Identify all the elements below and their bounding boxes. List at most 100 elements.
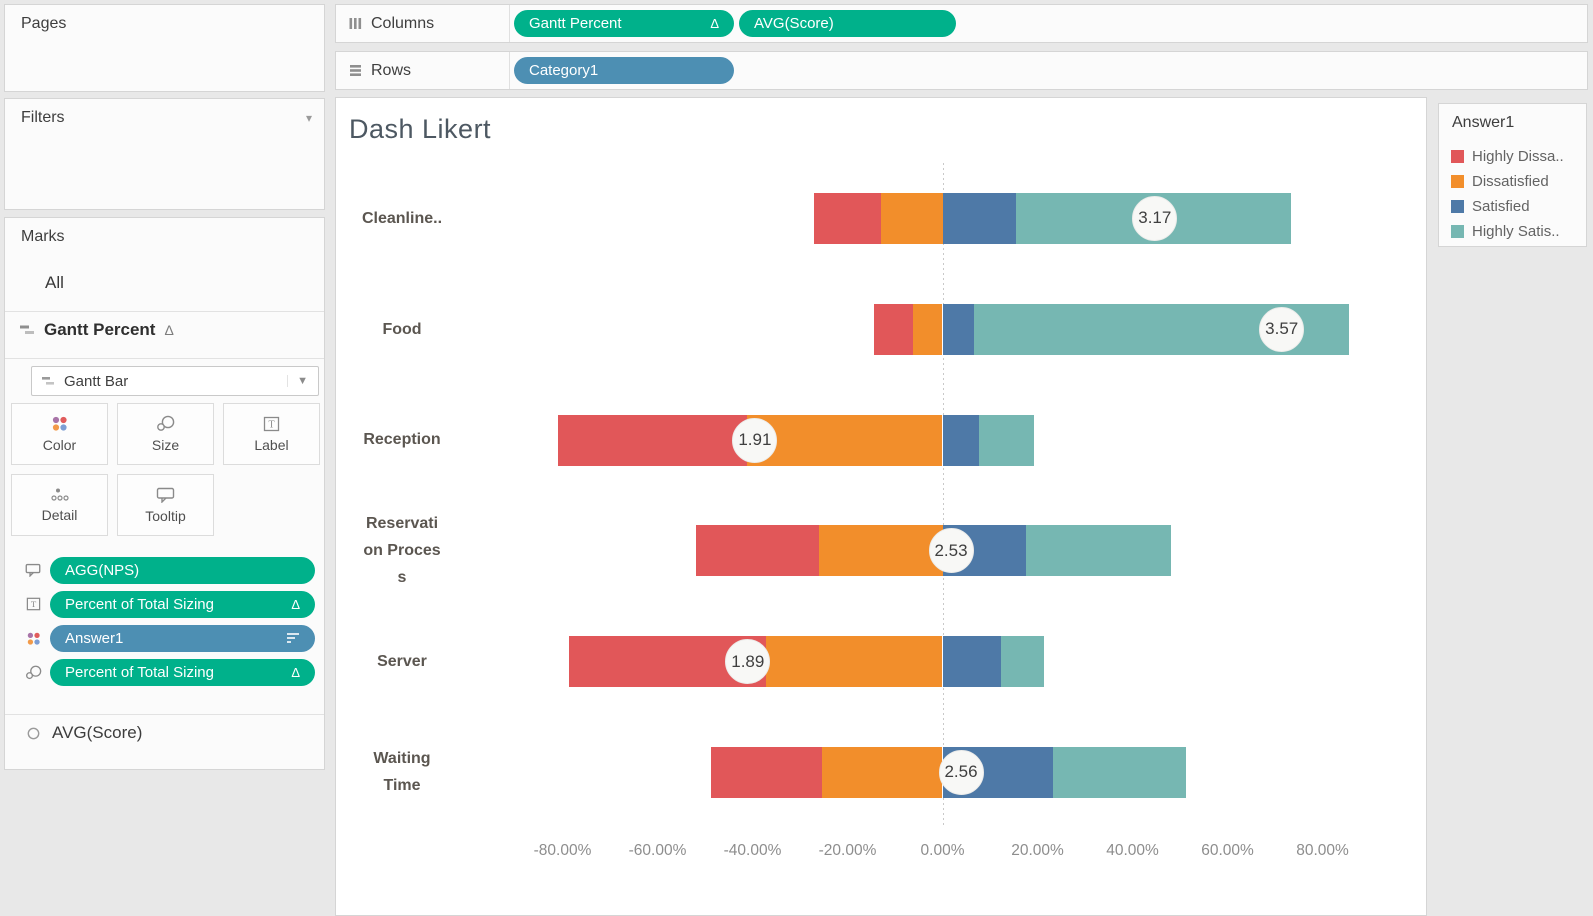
color-icon	[51, 415, 68, 432]
bar-highly-satisfied[interactable]	[1000, 636, 1045, 688]
tooltip-icon	[23, 563, 43, 577]
category-label[interactable]: Reception	[363, 431, 441, 449]
score-circle[interactable]: 1.89	[725, 639, 771, 685]
rows-shelf[interactable]: Rows Category1	[335, 51, 1588, 90]
marks-card-header-gantt-percent[interactable]: Gantt Percent Δ	[20, 320, 174, 340]
pill-gantt-percent[interactable]: Gantt Percent Δ	[514, 10, 734, 37]
legend-label: Highly Dissa..	[1472, 148, 1564, 165]
mark-type-value: Gantt Bar	[64, 372, 129, 390]
size-icon	[156, 415, 175, 432]
bar-highly-satisfied[interactable]	[1025, 525, 1171, 577]
color-legend[interactable]: Answer1 Highly Dissa.. Dissatisfied Sati…	[1438, 103, 1587, 247]
legend-item[interactable]: Satisfied	[1451, 198, 1530, 215]
columns-shelf[interactable]: Columns Gantt Percent Δ AVG(Score)	[335, 4, 1588, 43]
label-button-label: Label	[254, 436, 289, 453]
bar-satisfied[interactable]	[942, 303, 975, 355]
marks-pill-row: AGG(NPS)	[23, 556, 315, 584]
divider	[5, 311, 324, 312]
category-label[interactable]: Food	[382, 320, 422, 338]
pill-label: Percent of Total Sizing	[65, 595, 214, 613]
score-circle[interactable]: 2.56	[938, 749, 984, 795]
bar-highly-satisfied[interactable]	[978, 414, 1034, 466]
bar-dissatisfied[interactable]	[912, 303, 943, 355]
legend-label: Satisfied	[1472, 198, 1530, 215]
color-button-label: Color	[42, 437, 77, 453]
category-label[interactable]: Cleanline..	[361, 209, 443, 227]
marks-tab-all[interactable]: All	[45, 273, 64, 292]
label-button[interactable]: T Label	[223, 403, 320, 465]
filters-dropdown-icon[interactable]: ▾	[305, 111, 312, 125]
category-label[interactable]: Waiting Time	[373, 750, 431, 795]
label-icon: T	[23, 597, 43, 611]
bar-dissatisfied[interactable]	[765, 636, 943, 688]
pages-shelf[interactable]: Pages	[4, 4, 325, 92]
filters-shelf[interactable]: Filters ▾	[4, 98, 325, 210]
pill-percent-of-total-sizing-size[interactable]: Percent of Total Sizing Δ	[50, 658, 315, 686]
x-axis-tick-label: 20.00%	[1011, 842, 1064, 859]
bar-highly-dissatisfied[interactable]	[710, 746, 823, 798]
pill-label: Category1	[529, 62, 599, 79]
legend-item[interactable]: Highly Dissa..	[1451, 148, 1564, 165]
bar-highly-dissatisfied[interactable]	[696, 525, 819, 577]
svg-text:T: T	[268, 419, 274, 430]
bar-satisfied[interactable]	[942, 192, 1017, 244]
pill-percent-of-total-sizing-label[interactable]: Percent of Total Sizing Δ	[50, 590, 315, 618]
legend-swatch	[1451, 225, 1464, 238]
divider	[509, 5, 510, 42]
bar-dissatisfied[interactable]	[880, 192, 943, 244]
bar-highly-dissatisfied[interactable]	[557, 414, 748, 466]
rows-icon	[349, 64, 362, 77]
color-button[interactable]: Color	[11, 403, 108, 465]
bar-highly-dissatisfied[interactable]	[874, 303, 913, 355]
bar-dissatisfied[interactable]	[822, 746, 943, 798]
bar-satisfied[interactable]	[942, 636, 1001, 688]
chevron-down-icon[interactable]: ▼	[287, 375, 308, 387]
legend-title: Answer1	[1452, 114, 1515, 131]
gantt-mark-icon	[42, 376, 55, 386]
legend-swatch	[1451, 150, 1464, 163]
x-axis-tick-label: 60.00%	[1201, 842, 1254, 859]
bar-dissatisfied[interactable]	[819, 525, 943, 577]
size-button[interactable]: Size	[117, 403, 214, 465]
category-label[interactable]: Reservati on Proces s	[363, 515, 441, 587]
pill-label: AGG(NPS)	[65, 561, 140, 579]
score-circle[interactable]: 3.57	[1259, 306, 1305, 352]
score-circle[interactable]: 2.53	[928, 528, 974, 574]
delta-indicator: Δ	[164, 322, 174, 338]
score-circle[interactable]: 3.17	[1132, 195, 1178, 241]
pill-label: AVG(Score)	[754, 15, 834, 32]
sort-descending-icon[interactable]	[276, 632, 300, 644]
legend-item[interactable]: Dissatisfied	[1451, 173, 1549, 190]
chart-plot: Cleanline.. 3.17 Food 3.57 Reception 1.91 Rese…	[336, 98, 1426, 915]
marks-title: Marks	[21, 228, 65, 245]
pill-label: Percent of Total Sizing	[65, 663, 214, 681]
marks-header-label: Gantt Percent	[44, 320, 156, 339]
detail-button[interactable]: Detail	[11, 474, 108, 536]
pill-answer1[interactable]: Answer1	[50, 624, 315, 652]
detail-button-label: Detail	[41, 507, 78, 523]
bar-highly-satisfied[interactable]	[1052, 746, 1186, 798]
pages-title: Pages	[21, 15, 67, 32]
legend-item[interactable]: Highly Satis..	[1451, 223, 1560, 240]
legend-label: Highly Satis..	[1472, 223, 1560, 240]
columns-shelf-label: Columns	[371, 14, 435, 32]
pill-label: Answer1	[65, 629, 124, 647]
pill-avg-score[interactable]: AVG(Score)	[739, 10, 956, 37]
chart-title: Dash Likert	[349, 114, 492, 144]
tooltip-button[interactable]: Tooltip	[117, 474, 214, 536]
label-icon: T	[263, 416, 280, 432]
marks-card-header-avg-score[interactable]: AVG(Score)	[27, 723, 142, 743]
rows-shelf-label: Rows	[371, 61, 412, 79]
score-circle[interactable]: 1.91	[732, 417, 778, 463]
delta-indicator: Δ	[710, 16, 719, 31]
bar-satisfied[interactable]	[942, 414, 979, 466]
bar-dissatisfied[interactable]	[747, 414, 943, 466]
bar-highly-dissatisfied[interactable]	[813, 192, 881, 244]
pill-category1[interactable]: Category1	[514, 57, 734, 84]
category-label[interactable]: Server	[377, 653, 427, 671]
pill-agg-nps[interactable]: AGG(NPS)	[50, 556, 315, 584]
x-axis-tick-label: -60.00%	[628, 842, 687, 859]
columns-icon	[349, 17, 362, 30]
mark-type-dropdown[interactable]: Gantt Bar ▼	[31, 366, 319, 396]
circle-mark-icon	[27, 727, 40, 740]
